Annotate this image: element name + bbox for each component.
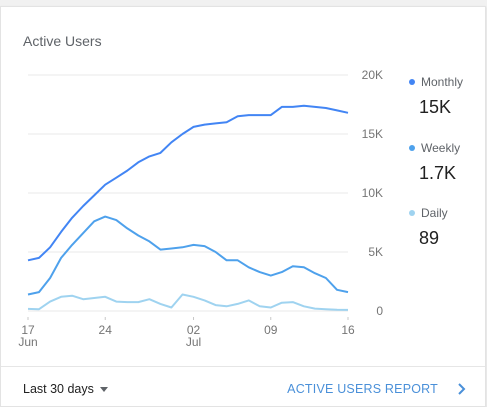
- x-tick-label: 02: [187, 323, 201, 337]
- active-users-card: Active Users 20K 15K 10K 5K 0 17 Jun 24 02 Jul 09 1…: [0, 6, 486, 407]
- x-tick-sublabel: Jun: [18, 335, 37, 349]
- y-tick-label: 20K: [362, 68, 383, 82]
- y-tick-label: 5K: [368, 245, 383, 259]
- chevron-down-icon: [99, 386, 108, 392]
- series-line-daily: [27, 293, 349, 311]
- legend-item-weekly: Weekly 1.7K: [409, 141, 479, 184]
- card-title: Active Users: [23, 33, 102, 49]
- legend-item-monthly: Monthly 15K: [409, 75, 479, 118]
- legend-label-weekly: Weekly: [421, 141, 461, 155]
- y-tick-label: 10K: [362, 186, 383, 200]
- legend-value-monthly: 15K: [419, 97, 452, 117]
- legend-value-weekly: 1.7K: [419, 163, 457, 183]
- report-link-label: ACTIVE USERS REPORT: [287, 382, 438, 396]
- legend-label-daily: Daily: [421, 206, 448, 220]
- y-tick-label: 15K: [362, 127, 383, 141]
- monthly-dot-icon: [409, 79, 415, 85]
- x-tick-sublabel: Jul: [186, 335, 201, 349]
- weekly-dot-icon: [409, 145, 415, 151]
- x-tick-label: 16: [341, 323, 355, 337]
- x-tick-label: 24: [99, 323, 113, 337]
- card-footer: Last 30 days ACTIVE USERS REPORT: [1, 366, 485, 407]
- daily-dot-icon: [409, 210, 415, 216]
- x-tick-label: 17: [21, 323, 35, 337]
- legend-item-daily: Daily 89: [409, 206, 479, 249]
- series-line-monthly: [27, 104, 349, 262]
- legend-label-monthly: Monthly: [421, 75, 464, 89]
- x-tick-label: 09: [264, 323, 278, 337]
- series-line-weekly: [27, 215, 349, 296]
- y-tick-label: 0: [376, 304, 383, 318]
- date-range-dropdown[interactable]: Last 30 days: [23, 382, 108, 396]
- chevron-right-icon: [458, 383, 466, 395]
- active-users-report-link[interactable]: ACTIVE USERS REPORT: [287, 382, 468, 396]
- legend-value-daily: 89: [419, 228, 440, 248]
- date-range-label: Last 30 days: [23, 382, 94, 396]
